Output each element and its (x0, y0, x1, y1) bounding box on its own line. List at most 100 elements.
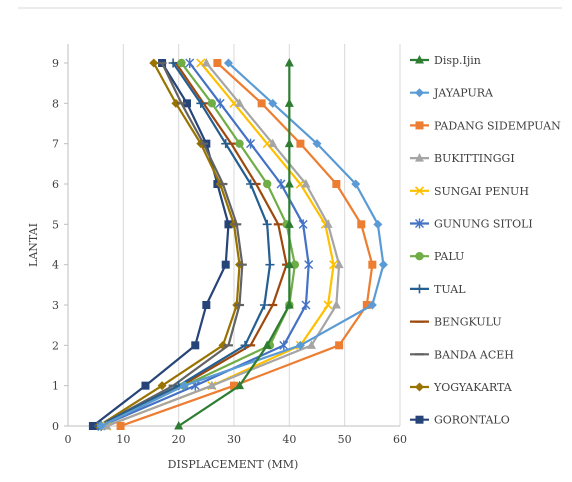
legend-label: PALU (434, 250, 464, 263)
legend-label: YOGYAKARTA (433, 381, 513, 394)
legend-marker (415, 382, 424, 392)
data-point (141, 381, 150, 390)
data-point (213, 59, 222, 67)
legend-marker (415, 284, 424, 294)
data-point (373, 219, 383, 229)
legend-label: GORONTALO (434, 414, 510, 427)
series-line (100, 62, 296, 427)
y-tick-label: 6 (52, 178, 59, 191)
series-line (97, 62, 241, 427)
data-point (312, 139, 322, 149)
legend-label: TUAL (434, 283, 466, 296)
data-point (362, 301, 371, 309)
data-point (96, 421, 106, 431)
legend-item: SUNGAI PENUH (410, 185, 529, 198)
data-point (301, 300, 311, 310)
data-point (207, 99, 217, 108)
legend-label: BUKITTINGGI (434, 152, 515, 165)
legend-marker (415, 415, 424, 424)
y-tick-label: 2 (52, 339, 59, 352)
data-point (284, 219, 294, 228)
series-line (178, 63, 291, 427)
data-point (221, 139, 231, 149)
legend-marker (415, 88, 424, 98)
legend-label: SUNGAI PENUH (434, 185, 529, 198)
data-point (262, 219, 272, 229)
data-point (368, 260, 377, 269)
data-point (257, 99, 266, 108)
legend-label: Disp.Ijin (434, 54, 481, 67)
data-point (323, 219, 333, 228)
data-point (157, 381, 167, 391)
legend-marker (415, 55, 424, 64)
data-point (246, 179, 256, 189)
data-point (351, 179, 361, 189)
legend-item: BENGKULU (410, 316, 502, 329)
y-tick-label: 8 (52, 97, 59, 110)
series-jayapura (96, 58, 388, 431)
x-tick-label: 50 (338, 433, 352, 446)
data-point (179, 381, 189, 391)
y-tick-label: 1 (52, 380, 59, 393)
legend-marker (415, 153, 424, 162)
x-axis-title: DISPLACEMENT (MM) (168, 458, 299, 471)
data-point (185, 58, 195, 68)
data-point (171, 98, 181, 108)
data-point (207, 380, 217, 390)
data-point (230, 381, 238, 390)
data-point (174, 421, 184, 430)
series-line (100, 62, 385, 427)
data-point (215, 98, 225, 109)
data-point (284, 259, 294, 269)
series-line (97, 62, 272, 427)
x-tick-labels: 0 10 20 30 40 50 60 (65, 433, 408, 446)
data-point (240, 340, 250, 350)
series-line (106, 62, 335, 428)
y-tick-label: 3 (52, 299, 59, 312)
data-point (331, 300, 341, 309)
series-padang-sidempuan (116, 59, 377, 430)
data-point (284, 98, 294, 107)
series-line (97, 62, 244, 427)
data-point (196, 98, 206, 108)
data-point (323, 300, 333, 310)
data-point (334, 259, 344, 269)
data-point (259, 300, 269, 310)
data-point (177, 58, 186, 68)
legend-label: PADANG SIDEMPUAN (434, 119, 561, 132)
data-point (284, 58, 294, 67)
data-point (182, 99, 191, 108)
data-point (235, 380, 245, 390)
data-point (279, 340, 289, 351)
data-point (276, 179, 286, 189)
data-point (262, 340, 272, 349)
data-point (284, 300, 294, 309)
legend-item: YOGYAKARTA (410, 381, 513, 394)
x-tick-label: 20 (172, 433, 186, 446)
data-point (335, 341, 344, 350)
data-point (298, 219, 308, 230)
series-line (100, 62, 288, 427)
series-line (106, 62, 341, 428)
y-axis-title: LANTAI (27, 223, 40, 267)
legend-item: Disp.Ijin (410, 54, 481, 67)
data-point (221, 260, 230, 269)
data-point (265, 260, 275, 270)
data-point (191, 341, 200, 350)
data-point (149, 58, 159, 68)
legend-item: TUAL (410, 283, 466, 296)
data-point (235, 139, 244, 148)
data-point (295, 340, 305, 350)
legend: Disp.Ijin JAYAPURA PADANG SIDEMPUAN BUKITTI… (410, 54, 561, 427)
legend-marker (415, 218, 424, 229)
y-tick-label: 5 (52, 218, 59, 231)
legend-item: GORONTALO (410, 414, 510, 427)
data-point (202, 301, 211, 309)
x-tick-label: 30 (227, 433, 241, 446)
legend-marker (415, 121, 424, 130)
y-tick-label: 7 (52, 138, 59, 151)
series-tual (93, 58, 275, 431)
legend-item: GUNUNG SITOLI (410, 218, 533, 231)
data-point (301, 179, 311, 188)
